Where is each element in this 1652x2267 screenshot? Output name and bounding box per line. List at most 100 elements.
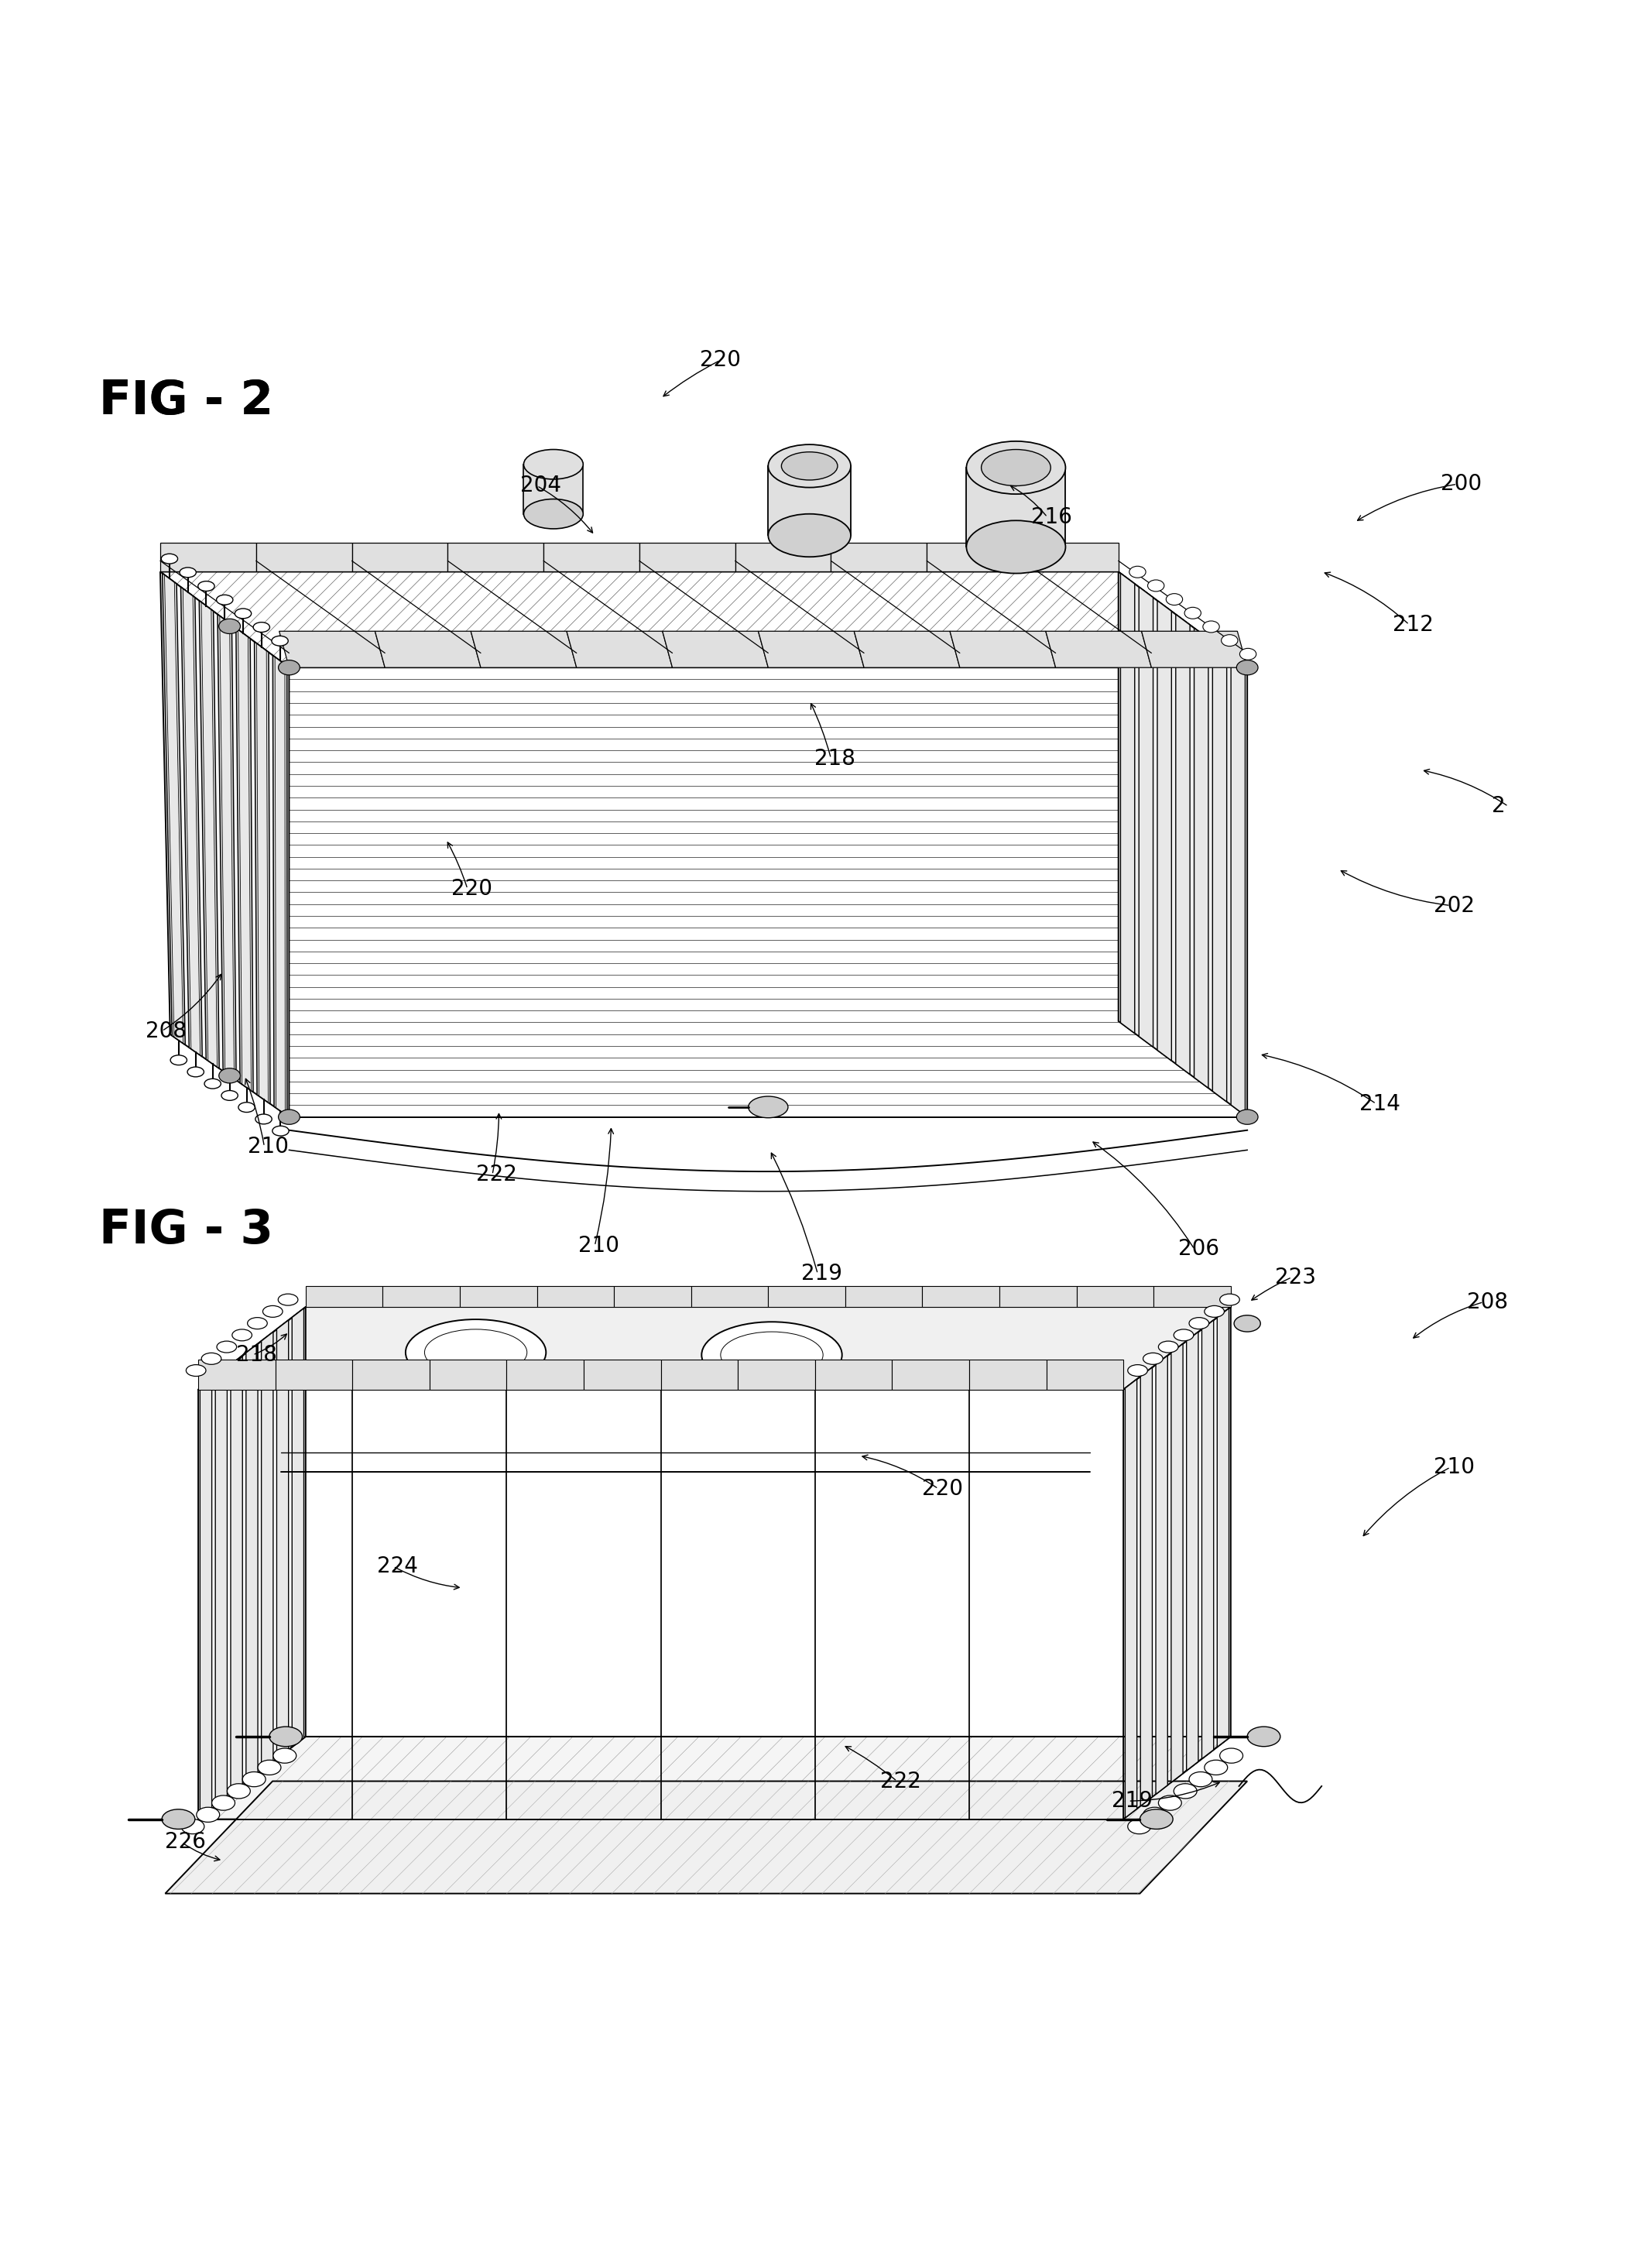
Text: 212: 212	[1393, 614, 1434, 635]
Polygon shape	[160, 571, 1247, 666]
Ellipse shape	[221, 1090, 238, 1099]
Polygon shape	[999, 1285, 1077, 1308]
Ellipse shape	[1184, 608, 1201, 619]
Polygon shape	[662, 630, 768, 666]
Polygon shape	[273, 655, 287, 1115]
Ellipse shape	[1173, 1784, 1196, 1798]
Ellipse shape	[1128, 1365, 1148, 1376]
Ellipse shape	[162, 553, 178, 564]
Ellipse shape	[748, 1097, 788, 1118]
Ellipse shape	[258, 1759, 281, 1775]
Ellipse shape	[198, 580, 215, 592]
Ellipse shape	[197, 1807, 220, 1823]
Ellipse shape	[182, 1818, 205, 1834]
Text: 220: 220	[700, 349, 740, 372]
Ellipse shape	[1166, 594, 1183, 605]
Text: 219: 219	[1112, 1791, 1153, 1811]
Polygon shape	[1171, 1344, 1183, 1782]
Polygon shape	[583, 1360, 661, 1390]
Polygon shape	[160, 571, 289, 1118]
Polygon shape	[661, 1360, 738, 1390]
Ellipse shape	[216, 1342, 236, 1353]
Ellipse shape	[269, 1727, 302, 1746]
Polygon shape	[892, 1360, 970, 1390]
Polygon shape	[831, 542, 927, 571]
Polygon shape	[966, 467, 1066, 546]
Text: 200: 200	[1441, 474, 1482, 494]
Polygon shape	[162, 574, 185, 1045]
Text: 2: 2	[1492, 796, 1505, 816]
Polygon shape	[1140, 1367, 1153, 1807]
Text: 226: 226	[165, 1832, 206, 1852]
Text: 218: 218	[236, 1344, 278, 1365]
Ellipse shape	[271, 637, 287, 646]
Ellipse shape	[205, 1079, 221, 1088]
Polygon shape	[615, 1285, 691, 1308]
Ellipse shape	[524, 449, 583, 478]
Ellipse shape	[243, 1773, 266, 1786]
Polygon shape	[236, 628, 253, 1093]
Polygon shape	[279, 630, 385, 666]
Ellipse shape	[187, 1068, 203, 1077]
Polygon shape	[1118, 571, 1247, 1118]
Ellipse shape	[1140, 1809, 1173, 1829]
Ellipse shape	[202, 1353, 221, 1365]
Ellipse shape	[248, 1317, 268, 1328]
Polygon shape	[639, 542, 735, 571]
Polygon shape	[218, 614, 236, 1079]
Ellipse shape	[1173, 1328, 1193, 1340]
Ellipse shape	[218, 1068, 241, 1084]
Ellipse shape	[162, 1809, 195, 1829]
Text: 204: 204	[520, 476, 562, 496]
Polygon shape	[198, 1737, 1231, 1818]
Text: FIG - 2: FIG - 2	[99, 379, 273, 424]
Ellipse shape	[278, 660, 301, 676]
Text: 208: 208	[145, 1020, 187, 1043]
Ellipse shape	[1204, 1759, 1227, 1775]
Polygon shape	[768, 467, 851, 535]
Ellipse shape	[278, 1294, 297, 1306]
Polygon shape	[471, 630, 577, 666]
Polygon shape	[1138, 587, 1153, 1047]
Polygon shape	[200, 1378, 211, 1818]
Ellipse shape	[1143, 1807, 1166, 1823]
Text: 210: 210	[1434, 1455, 1475, 1478]
Text: 206: 206	[1178, 1238, 1219, 1260]
Polygon shape	[289, 666, 1247, 1118]
Ellipse shape	[216, 594, 233, 605]
Ellipse shape	[1239, 648, 1256, 660]
Ellipse shape	[273, 1127, 289, 1136]
Polygon shape	[537, 1285, 615, 1308]
Ellipse shape	[1204, 1306, 1224, 1317]
Text: 220: 220	[922, 1478, 963, 1498]
Polygon shape	[846, 1285, 922, 1308]
Polygon shape	[1023, 542, 1118, 571]
Polygon shape	[1194, 628, 1208, 1088]
Ellipse shape	[1236, 660, 1259, 676]
Polygon shape	[198, 1737, 1231, 1818]
Text: 220: 220	[451, 877, 492, 900]
Polygon shape	[375, 630, 481, 666]
Ellipse shape	[1189, 1773, 1213, 1786]
Ellipse shape	[231, 1328, 251, 1340]
Ellipse shape	[1189, 1317, 1209, 1328]
Text: 210: 210	[578, 1236, 620, 1256]
Polygon shape	[256, 542, 352, 571]
Ellipse shape	[235, 608, 251, 619]
Ellipse shape	[1236, 1109, 1259, 1124]
Ellipse shape	[781, 451, 838, 481]
Polygon shape	[735, 542, 831, 571]
Polygon shape	[306, 1285, 383, 1308]
Ellipse shape	[1128, 1818, 1151, 1834]
Polygon shape	[276, 1319, 289, 1759]
Text: 216: 216	[1031, 506, 1072, 528]
Text: FIG - 3: FIG - 3	[99, 1208, 273, 1254]
Polygon shape	[1046, 630, 1151, 666]
Polygon shape	[922, 1285, 999, 1308]
Polygon shape	[524, 465, 583, 515]
Polygon shape	[459, 1285, 537, 1308]
Ellipse shape	[278, 1109, 301, 1124]
Ellipse shape	[170, 1054, 187, 1065]
Polygon shape	[1125, 1378, 1137, 1818]
Ellipse shape	[180, 567, 197, 578]
